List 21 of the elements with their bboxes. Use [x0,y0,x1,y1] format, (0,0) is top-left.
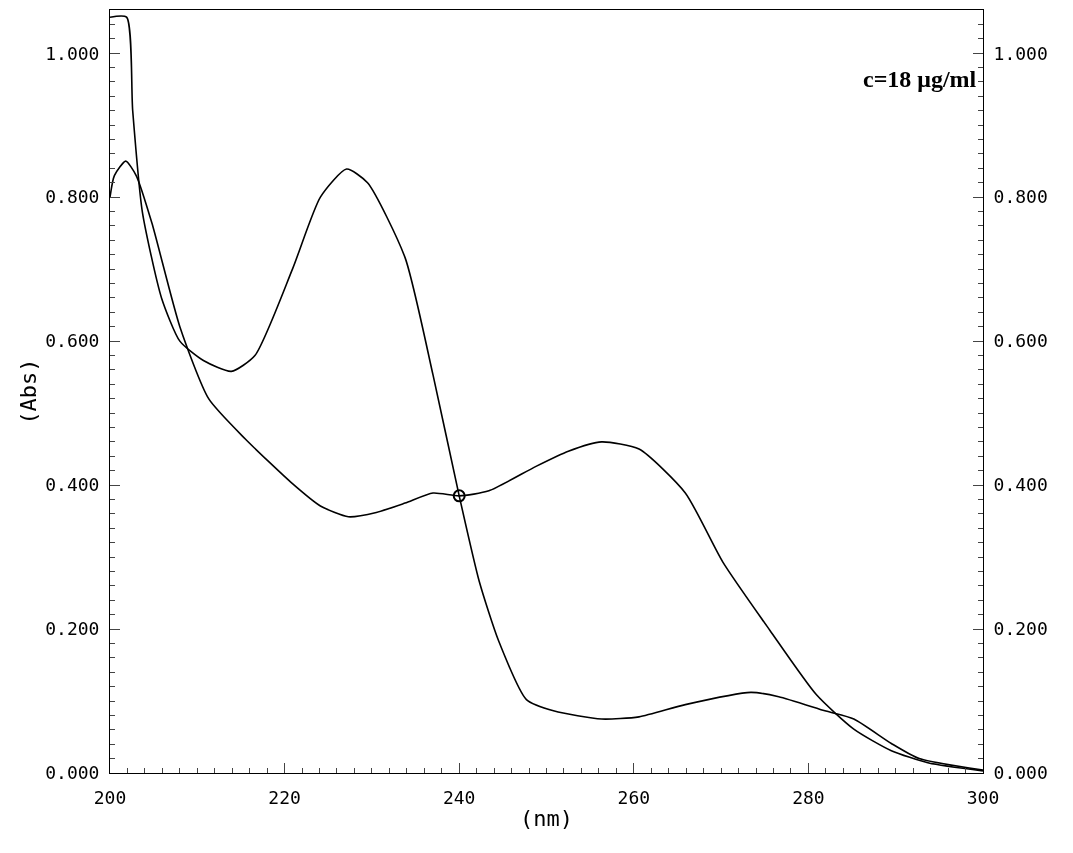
y-axis-title: (Abs) [16,358,42,425]
y-tick-label: 0.600 [45,330,100,352]
y-tick-label: 0.400 [45,474,100,496]
x-tick-label: 200 [93,786,127,808]
x-axis-title: (nm) [520,806,573,832]
y-tick-label: 1.000 [45,42,100,64]
y2-tick-label: 0.800 [993,186,1048,208]
y-tick-label: 0.200 [45,618,100,640]
y2-tick-label: 0.400 [993,474,1048,496]
x-tick-label: 280 [792,786,825,808]
y-tick-label: 0.800 [45,186,100,208]
y-tick-label: 0.000 [45,762,100,784]
y2-tick-label: 0.600 [993,330,1048,352]
y2-tick-label: 1.000 [993,42,1048,64]
y2-tick-label: 0.000 [993,762,1048,784]
y2-tick-label: 0.200 [993,618,1048,640]
x-tick-label: 260 [617,786,651,808]
x-tick-label: 220 [268,786,301,808]
annotation: c=18 μg/ml [863,66,977,92]
x-tick-label: 240 [442,786,476,808]
x-tick-label: 300 [966,786,1000,808]
